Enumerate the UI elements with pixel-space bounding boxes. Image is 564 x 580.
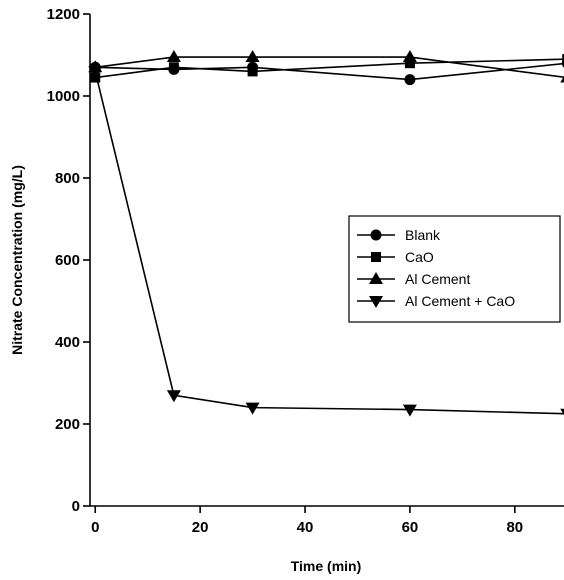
y-tick-label-1200: 1200 bbox=[47, 6, 80, 23]
data-point-al-cement-3 bbox=[402, 50, 417, 63]
y-tick-label-800: 800 bbox=[55, 170, 80, 187]
data-point-al-cement-cao-4 bbox=[560, 408, 564, 416]
y-tick-label-200: 200 bbox=[55, 416, 80, 433]
series-line-blank bbox=[95, 62, 564, 81]
data-point-cao-2 bbox=[247, 66, 258, 77]
data-point-al-cement-cao-0 bbox=[88, 66, 103, 79]
data-point-cao-1 bbox=[168, 62, 179, 73]
legend-label-al-cement: Al Cement bbox=[405, 271, 470, 287]
legend-marker-al-cement-cao bbox=[369, 296, 383, 308]
y-tick-label-400: 400 bbox=[55, 334, 80, 351]
y-tick-label-1000: 1000 bbox=[47, 88, 80, 105]
data-point-cao-3 bbox=[404, 58, 415, 69]
data-point-al-cement-cao-2 bbox=[245, 402, 260, 415]
data-point-al-cement-cao-1 bbox=[166, 390, 181, 403]
x-tick-label-60: 60 bbox=[402, 519, 419, 536]
x-tick-label-80: 80 bbox=[506, 519, 523, 536]
axes-layer: 0 200 400 600 800 1000 1200 0 20 40 60 80 bbox=[47, 6, 564, 536]
data-point-cao-4 bbox=[562, 54, 564, 65]
legend-marker-cao bbox=[371, 252, 381, 262]
data-point-al-cement-2 bbox=[245, 50, 260, 63]
x-tick-label-20: 20 bbox=[192, 519, 209, 536]
x-tick-label-0: 0 bbox=[91, 519, 99, 536]
legend-label-al-cement-cao: Al Cement + CaO bbox=[405, 293, 515, 309]
legend-label-blank: Blank bbox=[405, 227, 441, 243]
legend: Blank CaO Al Cement Al Cement + CaO bbox=[348, 215, 561, 323]
legend-marker-blank bbox=[370, 229, 382, 241]
y-tick-label-600: 600 bbox=[55, 252, 80, 269]
data-point-al-cement-4 bbox=[560, 76, 564, 83]
plot-layer bbox=[88, 50, 564, 417]
y-axis-title: Nitrate Concentration (mg/L) bbox=[9, 165, 25, 355]
y-tick-label-0: 0 bbox=[72, 498, 80, 515]
data-point-al-cement-1 bbox=[166, 50, 181, 63]
series-group bbox=[88, 50, 564, 417]
x-tick-label-40: 40 bbox=[297, 519, 314, 536]
x-axis-title: Time (min) bbox=[291, 558, 362, 574]
legend-box bbox=[348, 215, 561, 323]
data-point-al-cement-cao-3 bbox=[402, 404, 417, 417]
legend-marker-al-cement bbox=[369, 272, 383, 284]
data-point-blank-3 bbox=[404, 74, 416, 86]
legend-label-cao: CaO bbox=[405, 249, 434, 265]
